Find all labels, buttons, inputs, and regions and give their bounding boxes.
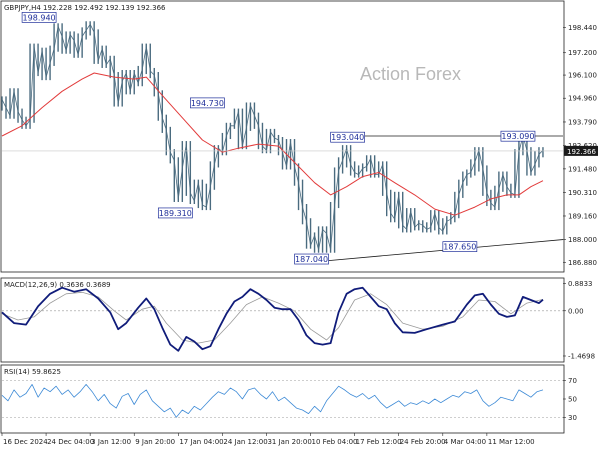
macd-y-tick-label: 0.8833 <box>568 280 593 288</box>
annotation-box <box>442 241 478 252</box>
annotation-box <box>190 97 225 109</box>
annotation-label: 193.090 <box>501 132 534 141</box>
x-tick-label: 16 Dec 2024 <box>3 438 48 446</box>
price-tag-box <box>564 145 598 156</box>
x-tick-label: 24 Dec 04:00 <box>47 438 94 446</box>
rsi-y-tick-label: 30 <box>568 414 577 422</box>
annotation-box <box>330 131 365 143</box>
annotation-label: 198.940 <box>23 13 56 22</box>
macd-y-axis: 0.8833 0.00 -1.4698 <box>563 280 595 360</box>
main-panel-frame <box>0 0 565 273</box>
annotation-label: 189.310 <box>159 209 192 218</box>
x-tick-label: 10 Feb 04:00 <box>312 438 358 446</box>
annotation-label: 193.040 <box>331 133 364 142</box>
price-annotation: 193.040 <box>330 131 365 143</box>
macd-label: MACD(12,26,9) 0.3636 0.3689 <box>4 281 111 289</box>
main-y-tick-label: 198.440 <box>568 24 597 32</box>
annotation-box <box>21 12 57 23</box>
x-tick-label: 4 Mar 04:00 <box>444 438 486 446</box>
x-axis: 16 Dec 2024 24 Dec 04:003 Jan 12:00 9 Jan … <box>1 433 535 446</box>
main-plot: 198.940 194.730 189.310 193.040 187.040 187.6… <box>1 12 564 265</box>
price-tag-label: 192.366 <box>567 148 596 156</box>
annotation-label: 194.730 <box>191 99 224 108</box>
rsi-y-axis: 70 50 30 <box>563 377 577 422</box>
macd-y-tick-label: -1.4698 <box>568 352 595 360</box>
x-tick-label: 24 Jan 12:00 <box>223 438 267 446</box>
rsi-plot <box>1 380 563 418</box>
main-y-tick-label: 197.200 <box>568 49 597 57</box>
annotation-box <box>294 253 329 265</box>
main-y-tick-label: 193.790 <box>568 118 597 126</box>
annotation-label: 187.040 <box>295 255 328 264</box>
main-y-tick-label: 194.960 <box>568 95 597 103</box>
current-price-tag: 192.366 <box>564 145 598 156</box>
x-tick-label: 11 Mar 12:00 <box>488 438 535 446</box>
main-y-tick-label: 196.100 <box>568 72 597 80</box>
x-tick-label: 31 Jan 20:00 <box>267 438 311 446</box>
x-tick-label: 17 Jan 04:00 <box>179 438 223 446</box>
x-tick-label: 9 Jan 20:00 <box>135 438 175 446</box>
symbol-info: GBPJPY,H4 192.228 192.492 192.139 192.36… <box>4 4 166 12</box>
annotation-box <box>500 130 536 142</box>
trendline <box>314 239 564 263</box>
main-y-tick-label: 186.880 <box>568 259 597 267</box>
macd-panel-frame <box>0 277 565 363</box>
macd-y-tick-label: 0.00 <box>568 307 584 315</box>
annotation-box <box>157 207 193 219</box>
watermark: Action Forex <box>360 64 461 84</box>
macd-line <box>1 286 544 352</box>
annotation-label: 187.650 <box>443 243 476 252</box>
price-line <box>1 23 544 251</box>
main-y-tick-label: 188.000 <box>568 236 597 244</box>
price-annotation: 198.940 <box>21 12 57 23</box>
price-annotation: 194.730 <box>190 97 225 109</box>
main-y-tick-label: 191.480 <box>568 165 597 173</box>
price-annotation: 189.310 <box>157 207 193 219</box>
x-tick-label: 17 Feb 12:00 <box>356 438 402 446</box>
moving-average-line <box>1 72 544 216</box>
price-annotation: 187.040 <box>294 253 329 265</box>
rsi-line <box>1 383 544 418</box>
main-y-tick-label: 189.160 <box>568 212 597 220</box>
x-tick-label: 24 Feb 20:00 <box>400 438 446 446</box>
main-y-tick-label: 190.310 <box>568 189 597 197</box>
x-tick-label: 3 Jan 12:00 <box>91 438 131 446</box>
rsi-y-tick-label: 50 <box>568 396 577 404</box>
price-annotation: 187.650 <box>442 241 478 252</box>
price-annotation: 193.090 <box>500 130 536 142</box>
macd-plot <box>1 286 563 352</box>
rsi-label: RSI(14) 59.8625 <box>4 368 61 376</box>
rsi-y-tick-label: 70 <box>568 377 577 385</box>
